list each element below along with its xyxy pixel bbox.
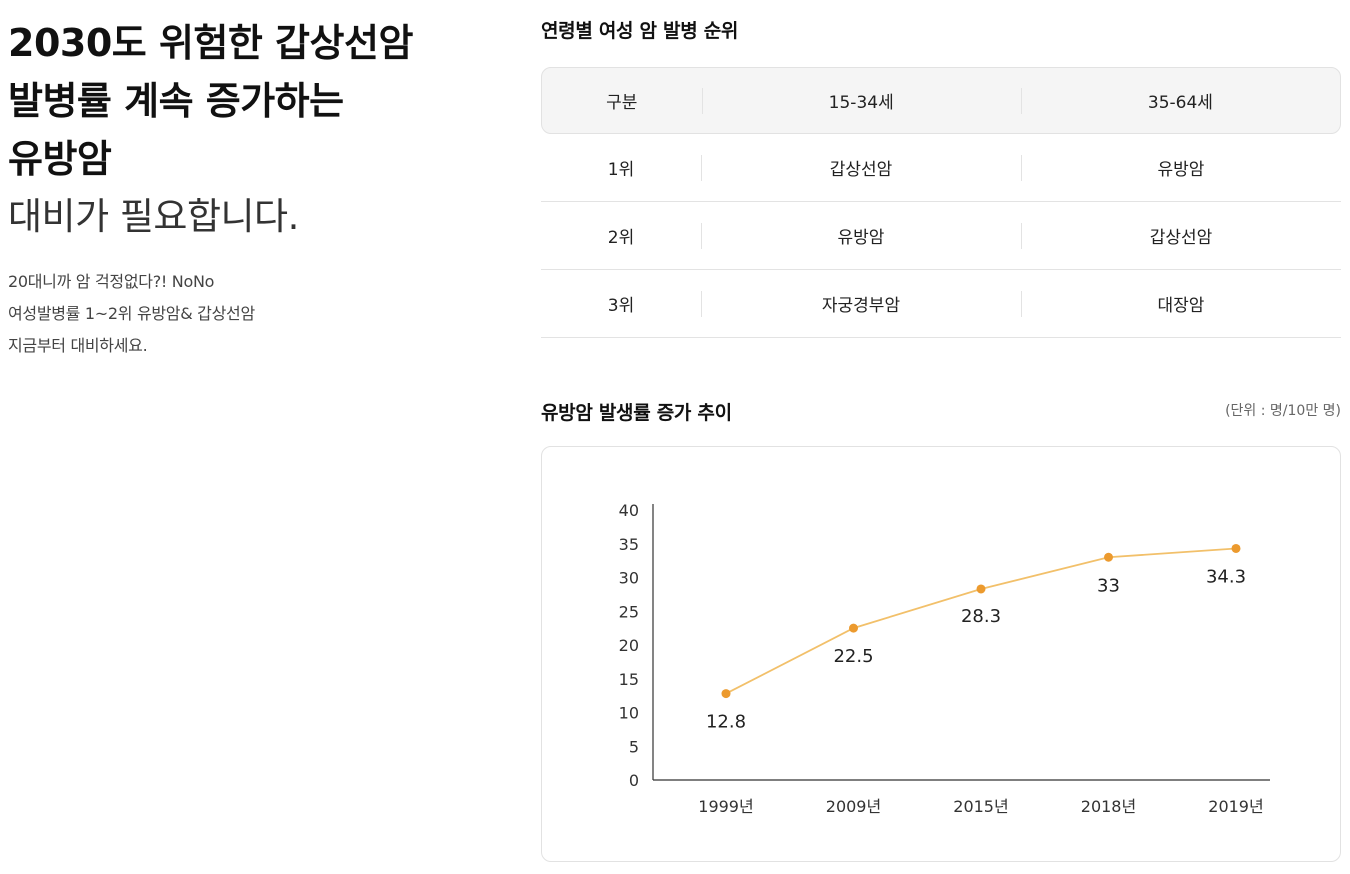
subheadline: 대비가 필요합니다. [8,195,299,238]
y-tick-label: 35 [619,535,639,554]
data-point [976,584,986,594]
y-tick-label: 40 [619,501,639,520]
header-age-35-64: 35-64세 [1020,68,1340,133]
ranking-title: 연령별 여성 암 발병 순위 [541,20,739,42]
ranking-table: 구분 15-34세 35-64세 1위 갑상선암 유방암 2위 유방암 갑상선암… [541,67,1341,338]
y-tick-label: 15 [619,670,639,689]
data-label: 12.8 [706,712,746,733]
rank-cell: 2위 [607,228,635,248]
data-label: 28.3 [961,606,1001,627]
headline-line-3: 유방암 [8,137,112,181]
description: 20대니까 암 걱정없다?! NoNo 여성발병률 1~2위 유방암& 갑상선암… [8,266,478,362]
data-label: 34.3 [1206,566,1246,587]
description-line-3: 지금부터 대비하세요. [8,336,148,355]
description-line-2: 여성발병률 1~2위 유방암& 갑상선암 [8,304,255,323]
y-tick-label: 25 [619,602,639,621]
y-tick-label: 5 [629,737,639,756]
data-point [721,689,731,699]
y-tick-label: 30 [619,569,639,588]
cancer-cell: 유방암 [1021,134,1341,201]
x-tick-label: 2009년 [826,797,881,816]
description-line-1: 20대니까 암 걱정없다?! NoNo [8,272,215,291]
y-tick-label: 0 [629,771,639,790]
rank-cell: 3위 [607,296,635,316]
cancer-cell: 자궁경부암 [701,270,1021,337]
y-tick-label: 20 [619,636,639,655]
table-row: 3위 자궁경부암 대장암 [541,270,1341,338]
data-label: 22.5 [833,646,873,667]
header-age-15-34: 15-34세 [701,68,1021,133]
unit-label: (단위 : 명/10만 명) [1225,403,1341,419]
data-point [849,623,858,633]
cancer-cell: 대장암 [1021,270,1341,337]
x-tick-label: 1999년 [698,797,753,816]
cancer-cell: 유방암 [701,202,1021,269]
x-tick-label: 2018년 [1081,797,1136,816]
x-tick-label: 2019년 [1208,797,1263,816]
header-category: 구분 [606,93,638,113]
ranking-table-header: 구분 15-34세 35-64세 [541,67,1341,134]
table-row: 2위 유방암 갑상선암 [541,202,1341,270]
table-row: 1위 갑상선암 유방암 [541,134,1341,202]
cancer-cell: 갑상선암 [1021,202,1341,269]
data-label: 33 [1097,575,1120,596]
rank-cell: 1위 [607,160,635,180]
headline-line-2: 발병률 계속 증가하는 [8,79,344,123]
x-tick-label: 2015년 [953,797,1008,816]
trend-title: 유방암 발생률 증가 추이 [541,402,732,424]
trend-line-chart: 0 5 10 15 20 25 30 35 40 1999년 2009년 2015년 2018년 2019… [619,501,1270,816]
data-point [1231,543,1241,553]
headline-line-1: 2030도 위험한 갑상선암 [8,21,413,65]
y-tick-label: 10 [619,704,639,723]
trend-chart-card: 0 5 10 15 20 25 30 35 40 1999년 2009년 2015년 2018년 2019… [541,446,1341,862]
cancer-cell: 갑상선암 [701,134,1021,201]
intro-section: 2030도 위험한 갑상선암 발병률 계속 증가하는 유방암 대비가 필요합니다… [8,14,478,362]
data-point [1104,552,1113,562]
